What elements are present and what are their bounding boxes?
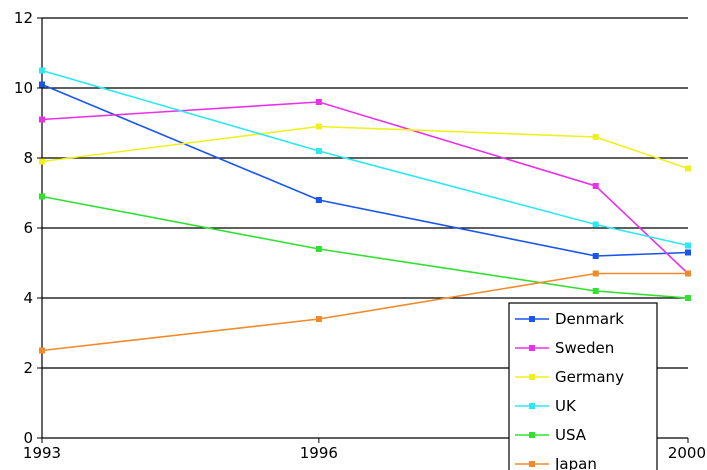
series-markers — [39, 67, 691, 354]
x-tick-label: 1996 — [300, 444, 338, 462]
y-tick-label: 2 — [23, 359, 33, 377]
data-point-japan — [39, 347, 45, 354]
y-tick-label: 0 — [23, 429, 33, 447]
data-point-sweden — [592, 183, 599, 189]
data-point-usa — [315, 246, 322, 252]
legend-label-denmark: Denmark — [555, 310, 624, 328]
data-point-sweden — [39, 116, 45, 123]
data-point-uk — [685, 242, 691, 249]
data-point-japan — [592, 270, 599, 277]
data-point-sweden — [315, 99, 322, 105]
legend-label-uk: UK — [555, 397, 577, 415]
y-tick-label: 8 — [23, 149, 33, 167]
data-point-germany — [685, 165, 691, 172]
series-line-japan — [41, 272, 688, 352]
y-tick-label: 12 — [14, 9, 33, 27]
series-line-usa — [41, 195, 689, 299]
data-point-denmark — [685, 249, 691, 256]
data-point-usa — [592, 288, 599, 294]
data-point-germany — [592, 134, 599, 140]
legend: Denmark Sweden Germany UK USA Japan — [508, 302, 658, 470]
y-tick-label: 10 — [14, 79, 33, 97]
legend-marker-japan — [529, 461, 535, 467]
series-line-denmark — [41, 83, 689, 257]
legend-label-japan: Japan — [554, 455, 597, 470]
series-lines — [41, 69, 689, 352]
legend-label-germany: Germany — [555, 368, 624, 386]
series-line-germany — [41, 125, 689, 170]
series-line-uk — [41, 69, 689, 247]
legend-marker-sweden — [529, 345, 535, 351]
data-point-uk — [315, 148, 322, 154]
y-tick-label: 6 — [23, 219, 33, 237]
data-point-denmark — [315, 197, 322, 203]
data-point-germany — [39, 158, 45, 165]
x-tick-label: 2000 — [668, 444, 706, 462]
data-point-japan — [315, 316, 322, 322]
data-point-japan — [685, 270, 691, 277]
data-point-denmark — [592, 253, 599, 259]
legend-marker-denmark — [529, 316, 535, 322]
axes: 0246810121993199619992000 — [14, 9, 706, 462]
data-point-usa — [685, 295, 691, 301]
legend-label-usa: USA — [555, 426, 587, 444]
data-point-uk — [39, 67, 45, 74]
legend-marker-usa — [529, 432, 535, 438]
data-point-uk — [592, 221, 599, 228]
legend-box — [508, 302, 658, 470]
x-tick-label: 1993 — [23, 444, 61, 462]
legend-label-sweden: Sweden — [555, 339, 614, 357]
data-point-denmark — [39, 81, 45, 88]
y-tick-label: 4 — [23, 289, 33, 307]
legend-marker-germany — [529, 374, 535, 380]
data-point-usa — [39, 193, 45, 200]
data-point-germany — [315, 123, 322, 130]
legend-marker-uk — [529, 403, 535, 409]
